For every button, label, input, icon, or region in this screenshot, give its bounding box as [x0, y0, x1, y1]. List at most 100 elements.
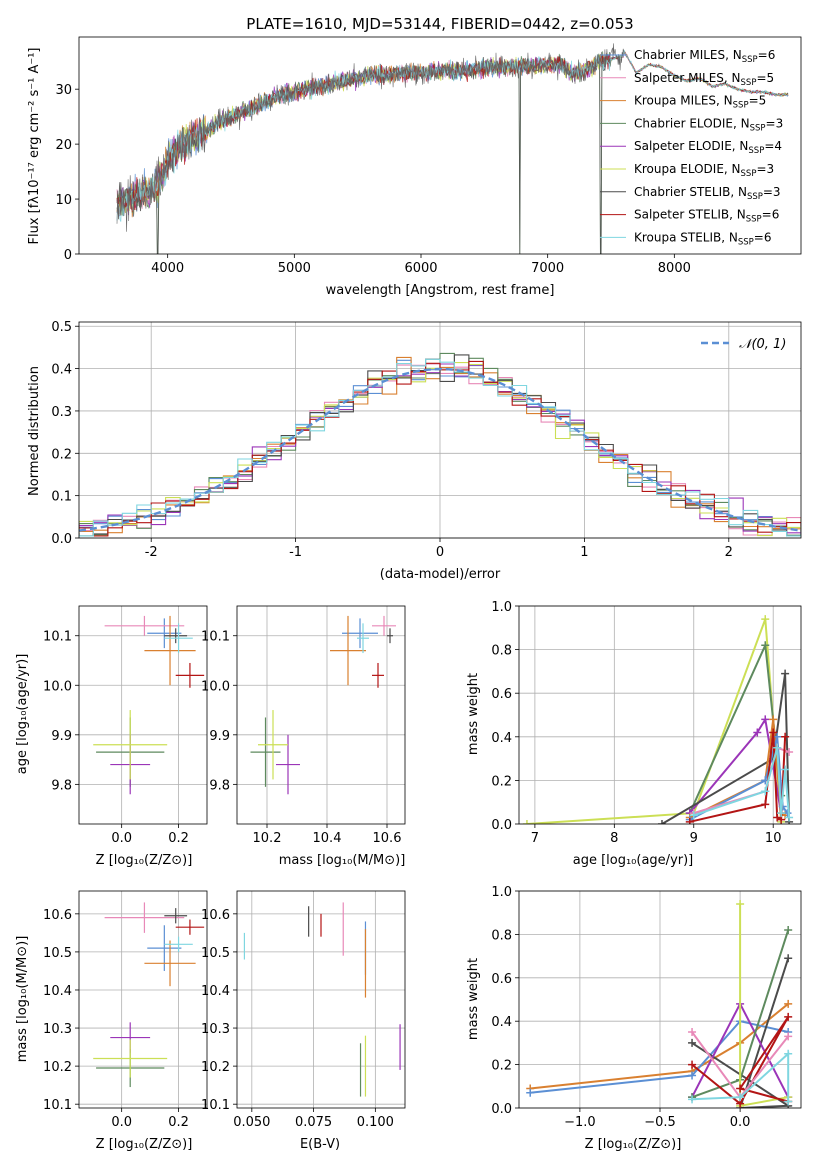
- spectrum-xtick-label: 4000: [151, 261, 184, 276]
- weight_vs_age-marker-chabrier_stelib: [781, 669, 790, 678]
- weight_vs_age-marker-salpeter_miles: [785, 748, 794, 757]
- weight-vs-z-ylabel: mass weight: [466, 958, 481, 1040]
- weight_vs_Z-marker-salpeter_miles: [784, 1032, 793, 1041]
- mass_vs_Z-ytick-label: 10.4: [43, 984, 72, 999]
- weight_vs_age-marker-kroupa_elodie: [522, 820, 531, 824]
- spectrum-frame: [78, 36, 802, 255]
- mass_vs_ebv-xtick-label: 0.075: [295, 1115, 332, 1130]
- legend-label-chabrier_stelib: Chabrier STELIB, NSSP=3: [634, 185, 781, 202]
- weight_vs_age-marker-chabrier_miles: [773, 732, 782, 741]
- residuals-ytick-label: 0.1: [51, 490, 72, 505]
- weight_vs_age-ytick-label: 0.0: [491, 818, 512, 833]
- mass_vs_Z-plot-bg: [79, 891, 207, 1108]
- weight_vs_age-xtick-label: 7: [531, 831, 539, 846]
- weight_vs_age-plot-area: [522, 615, 794, 824]
- age_vs_mass-ytick-label: 9.9: [209, 729, 230, 744]
- spectrum-ytick-label: 20: [55, 138, 72, 153]
- legend-gaussian-label: 𝒩(0, 1): [739, 337, 786, 352]
- mass-vs-ebv-panel: 0.050 0.075 0.100 10.1 10.2 10.3 10.4 10.5 10.6: [201, 890, 406, 1130]
- weight_vs_age-ytick-label: 0.6: [491, 687, 512, 702]
- weight-vs-age-ylabel: mass weight: [466, 673, 481, 755]
- weight_vs_age-line-chabrier_stelib: [661, 673, 791, 824]
- weight_vs_age-xtick-label: 9: [690, 831, 698, 846]
- weight_vs_age-marker-kroupa_stelib: [761, 787, 770, 796]
- weight-vs-z-xlabel: Z [log₁₀(Z/Z⊙)]: [585, 1137, 682, 1152]
- weight_vs_Z-marker-chabrier_elodie: [784, 926, 793, 935]
- age-vs-z-xlabel: Z [log₁₀(Z/Z⊙)]: [96, 853, 193, 868]
- weight_vs_age-ytick-label: 0.2: [491, 774, 512, 789]
- age_vs_Z-ytick-label: 9.8: [51, 778, 72, 793]
- age_vs_Z-xtick-label: 0.0: [111, 831, 132, 846]
- mass_vs_ebv-frame: [236, 890, 406, 1109]
- weight_vs_Z-ytick-label: 0.0: [491, 1102, 512, 1117]
- mass_vs_ebv-xtick-label: 0.100: [357, 1115, 394, 1130]
- age_vs_Z-ytick-label: 10.1: [43, 630, 72, 645]
- weight_vs_age-marker-kroupa_stelib: [689, 811, 698, 820]
- weight_vs_age-marker-salpeter_stelib: [685, 817, 694, 824]
- weight_vs_Z-marker-salpeter_stelib: [736, 1084, 745, 1093]
- residuals-xtick-label: -2: [145, 545, 158, 560]
- weight_vs_Z-marker-salpeter_stelib: [784, 1012, 793, 1021]
- weight_vs_Z-frame: [518, 890, 802, 1109]
- age_vs_mass-xtick-label: 10.6: [373, 831, 402, 846]
- legend-label-kroupa_elodie: Kroupa ELODIE, NSSP=3: [634, 162, 774, 179]
- weight_vs_Z-marker-chabrier_stelib: [784, 954, 793, 963]
- age_vs_mass-xtick-label: 10.4: [313, 831, 342, 846]
- mass_vs_Z-ytick-label: 10.2: [43, 1060, 72, 1075]
- residuals-ylabel: Normed distribution: [27, 366, 42, 496]
- spectrum-ytick-label: 10: [55, 193, 72, 208]
- mass_vs_ebv-plot-area: [243, 902, 401, 1097]
- residuals-ytick-label: 0.0: [51, 532, 72, 547]
- weight_vs_age-ytick-label: 1.0: [491, 600, 512, 615]
- age-vs-mass-panel: 10.2 10.4 10.6 9.8 9.9 10.0 10.1: [201, 605, 406, 846]
- mass_vs_ebv-ytick-label: 10.3: [201, 1022, 230, 1037]
- weight_vs_Z-marker-kroupa_stelib: [688, 1095, 697, 1104]
- mass_vs_Z-xtick-label: 0.2: [168, 1115, 189, 1130]
- weight_vs_Z-ytick-label: 0.6: [491, 972, 512, 987]
- weight-vs-age-panel: 7 8 9 10 0.0 0.2 0.4 0.6 0.8 1.0: [491, 600, 802, 846]
- weight_vs_age-marker-kroupa_stelib: [785, 813, 794, 822]
- spectrum-title: PLATE=1610, MJD=53144, FIBERID=0442, z=0…: [246, 15, 633, 33]
- residuals-ytick-label: 0.5: [51, 320, 72, 335]
- mass_vs_ebv-ytick-label: 10.6: [201, 908, 230, 923]
- weight_vs_age-frame: [518, 605, 802, 825]
- weight_vs_age-marker-kroupa_elodie: [761, 615, 770, 624]
- mass-vs-z-ylabel: mass [log₁₀(M/M⊙)]: [15, 936, 30, 1063]
- weight_vs_age-xtick-label: 10: [765, 831, 782, 846]
- legend-label-kroupa_miles: Kroupa MILES, NSSP=5: [634, 94, 766, 111]
- weight_vs_Z-ytick-label: 0.8: [491, 928, 512, 943]
- mass_vs_Z-xtick-label: 0.0: [111, 1115, 132, 1130]
- spectrum-ytick-label: 30: [55, 83, 72, 98]
- mass_vs_ebv-ytick-label: 10.2: [201, 1060, 230, 1075]
- weight_vs_Z-marker-kroupa_miles: [784, 999, 793, 1008]
- weight_vs_age-marker-kroupa_stelib: [781, 765, 790, 774]
- residuals-panel: -2 -1 0 1 2 0.0 0.1 0.2 0.3 0.4 0.5 𝒩(0, 1): [51, 320, 802, 560]
- age_vs_mass-plot-area: [250, 615, 396, 795]
- residuals-ytick-label: 0.4: [51, 363, 72, 378]
- weight_vs_Z-marker-salpeter_miles: [688, 1028, 697, 1037]
- age_vs_Z-frame: [78, 605, 208, 825]
- spectrum-panel: 4000 5000 6000 7000 8000 0 10 20 30 Chabrier MILE…: [55, 36, 802, 276]
- age_vs_mass-ytick-label: 10.0: [201, 679, 230, 694]
- weight_vs_Z-line-kroupa_stelib: [691, 1051, 790, 1102]
- histogram-salpeter_stelib: [79, 360, 801, 537]
- mass_vs_Z-ytick-label: 10.3: [43, 1022, 72, 1037]
- weight_vs_Z-xtick-label: −0.5: [644, 1115, 676, 1130]
- weight_vs_age-line-salpeter_elodie: [689, 716, 783, 814]
- weight_vs_age-marker-salpeter_elodie: [761, 715, 770, 724]
- legend-label-chabrier_miles: Chabrier MILES, NSSP=6: [634, 48, 775, 65]
- legend-label-chabrier_elodie: Chabrier ELODIE, NSSP=3: [634, 116, 783, 133]
- histogram-kroupa_stelib: [79, 358, 801, 537]
- weight_vs_Z-marker-kroupa_elodie: [736, 900, 745, 909]
- weight_vs_Z-marker-chabrier_miles: [688, 1071, 697, 1080]
- spectrum-ylabel: Flux [fλ10⁻¹⁷ erg cm⁻² s⁻¹ A⁻¹]: [27, 48, 42, 245]
- weight_vs_age-ytick-label: 0.8: [491, 644, 512, 659]
- legend-label-salpeter_stelib: Salpeter STELIB, NSSP=6: [634, 208, 779, 225]
- mass_vs_Z-frame: [78, 890, 208, 1109]
- legend-label-salpeter_elodie: Salpeter ELODIE, NSSP=4: [634, 139, 782, 156]
- weight_vs_age-ytick-label: 0.4: [491, 731, 512, 746]
- gaussian-curve: [79, 367, 801, 532]
- weight_vs_Z-marker-chabrier_miles: [526, 1088, 535, 1097]
- weight_vs_Z-marker-kroupa_stelib: [784, 1049, 793, 1058]
